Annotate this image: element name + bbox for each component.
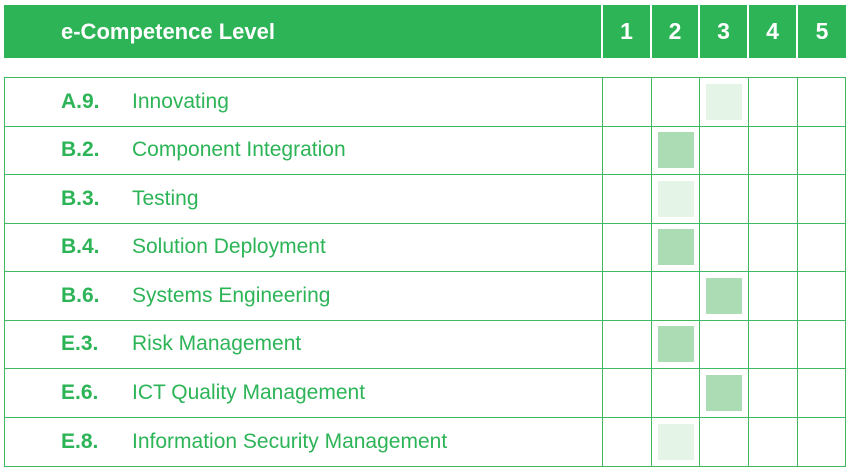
table-row: B.3. Testing xyxy=(5,175,845,224)
level-cell-4 xyxy=(748,126,797,174)
level-cell-1 xyxy=(602,320,651,368)
table-row: B.2. Component Integration xyxy=(5,126,845,175)
level-cell-1 xyxy=(602,369,651,417)
level-marker xyxy=(657,180,694,217)
competence-label: E.6. ICT Quality Management xyxy=(5,369,602,417)
level-header-4: 4 xyxy=(747,5,796,58)
level-cell-2 xyxy=(651,175,699,223)
level-marker xyxy=(706,277,742,314)
level-cell-5 xyxy=(797,369,845,417)
competence-name: Systems Engineering xyxy=(132,283,331,307)
level-cell-5 xyxy=(797,417,845,466)
competence-label: B.6. Systems Engineering xyxy=(5,272,602,320)
level-cell-4 xyxy=(748,78,797,126)
competence-name: Information Security Management xyxy=(132,429,448,453)
level-cell-2 xyxy=(651,78,699,126)
level-cell-2 xyxy=(651,417,699,466)
competence-name: Testing xyxy=(132,186,199,210)
level-marker xyxy=(657,423,694,460)
table-row: E.6. ICT Quality Management xyxy=(5,369,845,418)
level-header-5: 5 xyxy=(796,5,846,58)
competence-name: Component Integration xyxy=(132,138,346,162)
level-cell-4 xyxy=(748,272,797,320)
level-cell-2 xyxy=(651,223,699,271)
competence-label: E.3. Risk Management xyxy=(5,321,602,369)
level-header-2: 2 xyxy=(650,5,698,58)
level-cell-2 xyxy=(651,320,699,368)
competence-code: E.3. xyxy=(61,332,99,356)
level-cell-1 xyxy=(602,223,651,271)
table-row: E.3. Risk Management xyxy=(5,320,845,369)
competence-code: B.4. xyxy=(61,235,100,259)
level-cell-3 xyxy=(699,417,748,466)
competence-label: B.2. Component Integration xyxy=(5,127,602,175)
competence-label: B.4. Solution Deployment xyxy=(5,224,602,272)
competence-label: B.3. Testing xyxy=(5,175,602,223)
competence-name: ICT Quality Management xyxy=(132,380,366,404)
level-cell-5 xyxy=(797,126,845,174)
level-cell-4 xyxy=(748,223,797,271)
level-cell-5 xyxy=(797,78,845,126)
level-cell-4 xyxy=(748,369,797,417)
table-row: B.4. Solution Deployment xyxy=(5,223,845,272)
header-title: e-Competence Level xyxy=(61,18,275,44)
competence-label: E.8. Information Security Management xyxy=(5,418,602,467)
level-cell-1 xyxy=(602,78,651,126)
table-header: e-Competence Level 1 2 3 4 5 xyxy=(4,5,846,58)
competence-label: A.9. Innovating xyxy=(5,78,602,126)
competence-name: Innovating xyxy=(132,89,229,113)
level-cell-1 xyxy=(602,417,651,466)
level-marker xyxy=(657,326,694,363)
level-cell-3 xyxy=(699,272,748,320)
level-marker xyxy=(706,83,742,120)
competence-table: A.9. Innovating B.2. Component Integration B… xyxy=(4,77,846,467)
table-row: E.8. Information Security Management xyxy=(5,417,845,467)
level-cell-2 xyxy=(651,272,699,320)
level-cell-3 xyxy=(699,320,748,368)
level-cell-3 xyxy=(699,78,748,126)
level-cell-2 xyxy=(651,126,699,174)
level-header-1: 1 xyxy=(601,5,650,58)
level-cell-4 xyxy=(748,320,797,368)
level-marker xyxy=(706,374,742,411)
level-marker xyxy=(657,132,694,169)
level-cell-5 xyxy=(797,223,845,271)
level-cell-5 xyxy=(797,272,845,320)
table-row: A.9. Innovating xyxy=(5,78,845,127)
level-cell-5 xyxy=(797,175,845,223)
competence-name: Solution Deployment xyxy=(132,235,326,259)
competence-code: A.9. xyxy=(61,89,100,113)
level-cell-3 xyxy=(699,175,748,223)
level-cell-1 xyxy=(602,126,651,174)
level-cell-3 xyxy=(699,126,748,174)
level-cell-4 xyxy=(748,175,797,223)
level-cell-3 xyxy=(699,223,748,271)
competence-code: E.8. xyxy=(61,429,99,453)
level-marker xyxy=(657,229,694,266)
table-row: B.6. Systems Engineering xyxy=(5,272,845,321)
competence-code: B.3. xyxy=(61,186,100,210)
level-cell-1 xyxy=(602,272,651,320)
competence-code: B.6. xyxy=(61,283,100,307)
competence-code: B.2. xyxy=(61,138,100,162)
level-cell-5 xyxy=(797,320,845,368)
level-cell-4 xyxy=(748,417,797,466)
level-header-3: 3 xyxy=(698,5,747,58)
competence-code: E.6. xyxy=(61,380,99,404)
level-cell-3 xyxy=(699,369,748,417)
level-cell-1 xyxy=(602,175,651,223)
level-cell-2 xyxy=(651,369,699,417)
competence-name: Risk Management xyxy=(132,332,302,356)
